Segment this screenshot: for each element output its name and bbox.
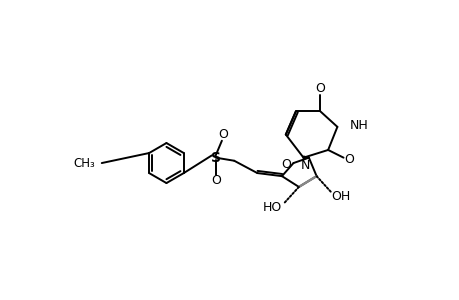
Text: N: N [300,159,309,172]
Text: O: O [315,82,325,95]
Text: S: S [210,152,220,165]
Text: HO: HO [263,201,282,214]
Text: CH₃: CH₃ [74,157,95,169]
Text: O: O [218,128,228,141]
Text: OH: OH [331,190,350,203]
Text: O: O [280,158,290,171]
Text: O: O [343,154,353,166]
Polygon shape [303,156,308,159]
Text: O: O [210,174,220,187]
Text: NH: NH [349,119,368,132]
